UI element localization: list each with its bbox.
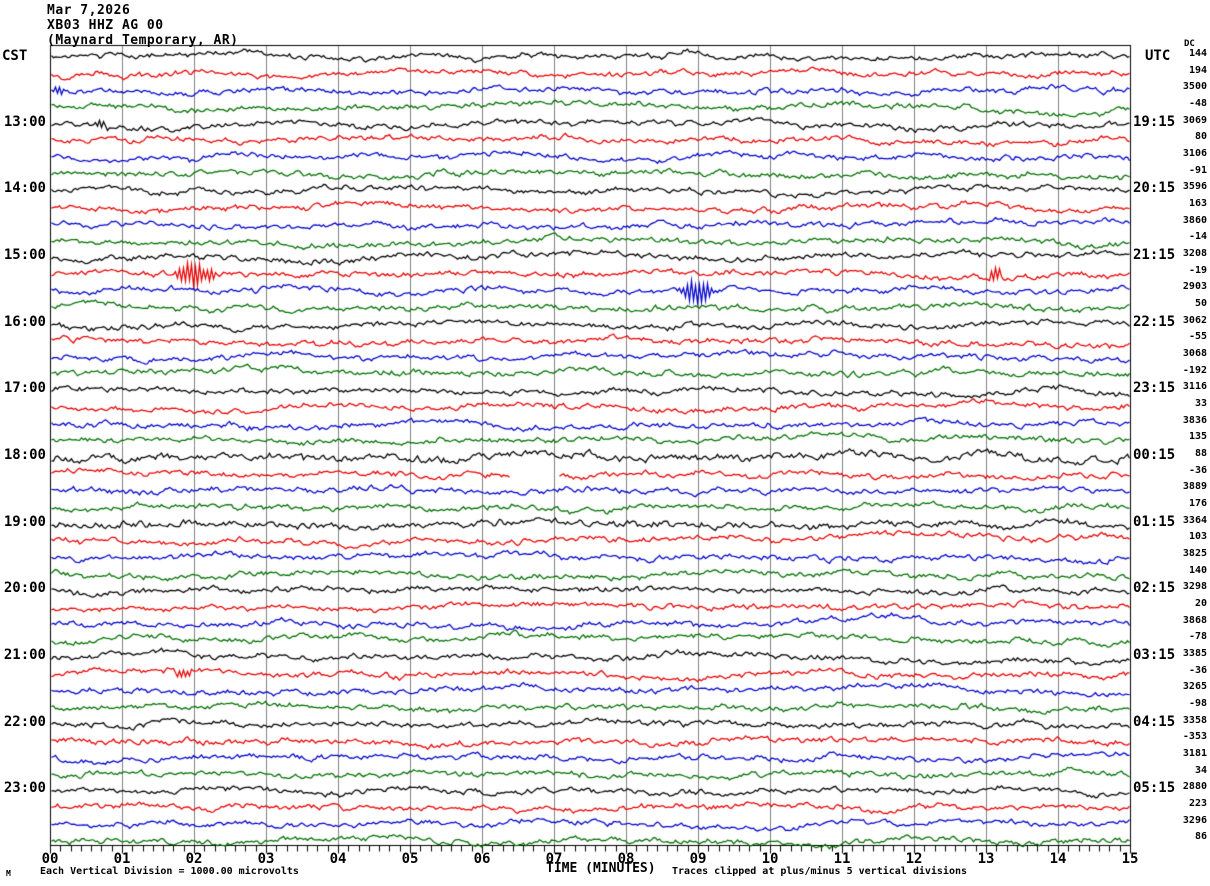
- dc-offset-value: 135: [1188, 431, 1207, 443]
- left-time-label: 23:00: [3, 780, 46, 797]
- x-tick-label: 12: [905, 851, 923, 867]
- dc-offset-value: 3860: [1182, 214, 1207, 226]
- dc-offset-value: 86: [1194, 831, 1207, 843]
- dc-offset-value: 3106: [1182, 148, 1207, 159]
- dc-offset-value: 3068: [1182, 348, 1207, 359]
- dc-offset-value: 140: [1188, 564, 1207, 576]
- dc-offset-value: 3836: [1182, 414, 1207, 426]
- left-time-label: 19:00: [3, 513, 46, 530]
- right-time-label: 22:15: [1133, 313, 1176, 330]
- dc-offset-value: -353: [1182, 731, 1207, 743]
- x-tick-label: 15: [1121, 851, 1139, 867]
- left-time-label: 17:00: [3, 380, 46, 397]
- right-time-label: 20:15: [1133, 180, 1176, 197]
- dc-offset-value: 20: [1194, 598, 1207, 609]
- right-time-label: 02:15: [1133, 580, 1176, 597]
- x-tick-label: 00: [41, 851, 59, 867]
- dc-offset-value: 144: [1188, 48, 1207, 59]
- x-tick-label: 03: [257, 851, 275, 867]
- right-time-label: 05:15: [1133, 780, 1176, 797]
- dc-offset-value: 176: [1188, 498, 1207, 509]
- right-time-label: 21:15: [1133, 247, 1176, 263]
- dc-offset-value: 3181: [1182, 748, 1207, 759]
- dc-offset-value: 3296: [1182, 814, 1207, 826]
- x-tick-label: 10: [761, 851, 779, 867]
- x-tick-label: 11: [833, 851, 851, 867]
- corner-mark: M: [6, 869, 11, 878]
- x-tick-label: 05: [401, 851, 419, 867]
- dc-offset-value: 33: [1194, 398, 1207, 409]
- x-tick-label: 08: [617, 851, 635, 867]
- dc-offset-value: 34: [1194, 764, 1207, 776]
- right-time-label: 23:15: [1133, 380, 1176, 397]
- right-time-label: 01:15: [1133, 513, 1176, 530]
- dc-offset-value: 194: [1188, 64, 1207, 76]
- dc-offset-value: 3208: [1182, 248, 1207, 259]
- dc-offset-value: 3062: [1182, 314, 1207, 326]
- dc-offset-value: -98: [1188, 698, 1207, 709]
- dc-offset-value: 3358: [1182, 714, 1207, 726]
- left-time-label: 14:00: [3, 180, 46, 197]
- dc-offset-value: 103: [1188, 531, 1207, 543]
- dc-offset-value: 3069: [1182, 114, 1207, 126]
- left-time-label: 13:00: [3, 113, 46, 130]
- dc-offset-value: -91: [1188, 164, 1207, 176]
- dc-offset-value: 3500: [1182, 81, 1207, 93]
- dc-offset-value: -48: [1188, 98, 1207, 109]
- dc-offset-value: -78: [1188, 631, 1207, 643]
- x-axis-title: TIME (MINUTES): [546, 861, 656, 876]
- right-time-label: 04:15: [1133, 713, 1176, 730]
- dc-offset-value: -19: [1188, 264, 1207, 276]
- dc-offset-value: 3116: [1182, 381, 1207, 393]
- dc-offset-value: 163: [1188, 198, 1207, 209]
- right-time-label: 19:15: [1133, 113, 1176, 130]
- dc-offset-value: -55: [1188, 331, 1207, 343]
- clip-note: Traces clipped at plus/minus 5 vertical …: [672, 866, 968, 877]
- x-tick-label: 04: [329, 851, 347, 867]
- dc-offset-value: 50: [1194, 298, 1207, 309]
- right-time-label: 03:15: [1133, 647, 1176, 663]
- left-time-label: 21:00: [3, 647, 46, 663]
- vertical-scale-note: Each Vertical Division = 1000.00 microvo…: [40, 866, 299, 877]
- right-time-label: 00:15: [1133, 447, 1176, 463]
- dc-offset-value: 2880: [1182, 781, 1207, 793]
- dc-offset-value: -14: [1188, 231, 1207, 243]
- dc-offset-value: -36: [1188, 464, 1207, 476]
- left-time-label: 20:00: [3, 580, 46, 597]
- left-time-label: 22:00: [3, 713, 46, 730]
- dc-offset-value: 2903: [1182, 281, 1207, 293]
- x-tick-label: 13: [977, 851, 995, 867]
- x-tick-label: 06: [473, 851, 491, 867]
- dc-offset-value: 3385: [1182, 648, 1207, 659]
- dc-offset-value: 3825: [1182, 548, 1207, 559]
- x-tick-label: 02: [185, 851, 203, 867]
- x-tick-label: 01: [113, 851, 131, 867]
- dc-offset-value: 3364: [1182, 514, 1207, 526]
- x-tick-label: 14: [1049, 851, 1067, 867]
- left-time-label: 15:00: [3, 247, 46, 263]
- dc-offset-value: -192: [1182, 364, 1207, 376]
- dc-offset-value: 223: [1188, 798, 1207, 809]
- dc-offset-value: 3889: [1182, 481, 1207, 493]
- left-time-label: 18:00: [3, 447, 46, 463]
- dc-offset-value: 3596: [1182, 181, 1207, 193]
- dc-offset-value: 80: [1194, 131, 1207, 143]
- dc-offset-value: 3298: [1182, 581, 1207, 593]
- dc-offset-value: -36: [1188, 664, 1207, 676]
- dc-offset-value: 88: [1194, 448, 1207, 459]
- left-time-label: 16:00: [3, 313, 46, 330]
- x-tick-label: 09: [689, 851, 707, 867]
- x-tick-label: 07: [545, 851, 563, 867]
- dc-offset-value: 3868: [1182, 614, 1207, 626]
- dc-offset-value: 3265: [1182, 681, 1207, 693]
